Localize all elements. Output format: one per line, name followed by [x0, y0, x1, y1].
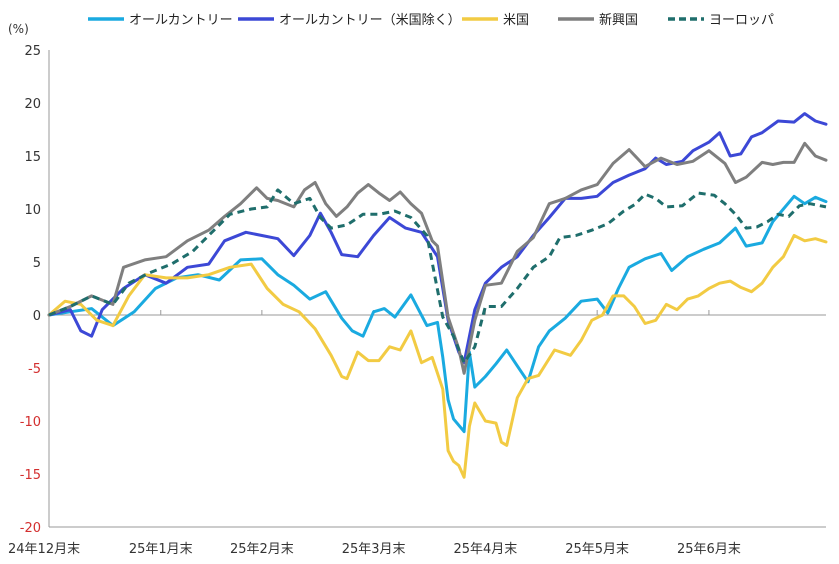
series-line-acwi: [47, 194, 828, 434]
x-tick-label: 25年3月末: [342, 542, 406, 557]
y-tick-label: -10: [20, 415, 41, 430]
series-line-em: [47, 141, 828, 375]
y-tick-label: -5: [28, 362, 41, 377]
y-tick-label: 25: [24, 44, 41, 59]
y-tick-label: 15: [24, 150, 41, 165]
x-tick-label: 25年1月末: [129, 542, 193, 557]
legend-label-europe: ヨーロッパ: [709, 13, 774, 28]
x-axis-ticks: 24年12月末 25年1月末 25年2月末 25年3月末 25年4月末 25年5月末 25年…: [8, 310, 741, 557]
y-tick-label: 10: [24, 203, 41, 218]
axes: [48, 50, 826, 528]
y-tick-label: 0: [33, 309, 41, 324]
y-tick-label: -20: [20, 521, 41, 536]
legend-label-acwi_ex_us: オールカントリー（米国除く）: [279, 13, 461, 28]
y-axis-unit-label: (%): [8, 22, 29, 36]
series-lines: [47, 112, 828, 479]
series-line-us: [47, 234, 828, 479]
x-tick-label: 25年5月末: [565, 542, 629, 557]
y-tick-label: 5: [33, 256, 41, 271]
y-tick-label: -15: [20, 468, 41, 483]
legend-label-us: 米国: [503, 13, 529, 28]
series-line-europe: [48, 188, 827, 365]
legend-label-em: 新興国: [599, 12, 638, 28]
x-tick-label: 25年6月末: [677, 542, 741, 557]
x-tick-label: 25年2月末: [230, 542, 294, 557]
legend: オールカントリー オールカントリー（米国除く） 米国 新興国 ヨーロッパ: [88, 12, 774, 28]
series-line-acwi_ex_us: [47, 112, 828, 365]
legend-label-acwi: オールカントリー: [129, 13, 233, 28]
x-tick-label: 25年4月末: [453, 542, 517, 557]
y-tick-label: 20: [24, 97, 41, 112]
y-axis-ticks: 25 20 15 10 5 0 -5 -10 -15 -20: [20, 44, 41, 536]
x-tick-label: 24年12月末: [8, 542, 80, 557]
